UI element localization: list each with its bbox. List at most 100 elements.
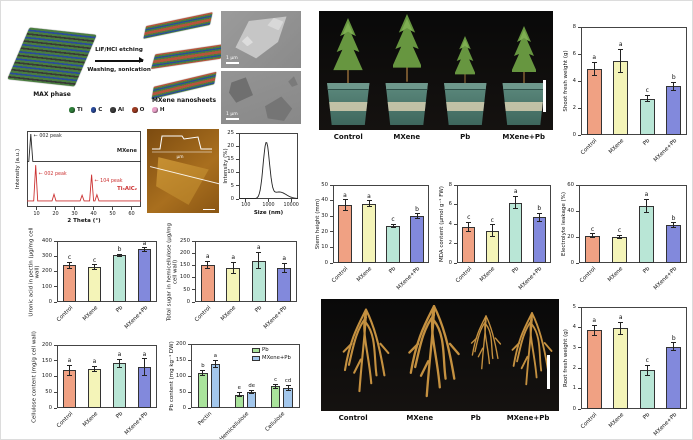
y-axis-label: Total sugar in hemicellulose (μg/mg cell… [165, 222, 178, 321]
error-cap [466, 221, 472, 223]
root-cluster-pb [470, 315, 502, 370]
y-tick [188, 375, 191, 377]
sig-letter: c [645, 357, 649, 365]
sig-letter: de [248, 382, 256, 389]
bar-mxene [87, 368, 102, 408]
y-tick-label: 200 [179, 250, 190, 256]
ti-atom-icon [69, 107, 75, 113]
sig-letter: a [592, 317, 597, 325]
series-label: MXene [116, 147, 137, 154]
atom-symbol: Al [117, 107, 125, 113]
error-cap [366, 206, 372, 208]
y-tick-label: 6 [448, 201, 452, 208]
electrolyte-leakage-chart: Electrolyte leakage (%) 0 20 40 60 c Control c M… [557, 175, 692, 293]
bar-mxene+pb [666, 225, 681, 263]
y-tick [578, 53, 581, 55]
y-tick-label: 100 [41, 283, 52, 290]
error-cap [591, 324, 597, 326]
y-tick [578, 80, 581, 82]
y-tick [188, 407, 191, 409]
x-tick [55, 207, 56, 210]
legend-swatch [252, 348, 260, 353]
y-tick [236, 172, 239, 174]
plant-photo-labels: Control MXene Pb MXene+Pb [319, 133, 553, 141]
error-cap [117, 256, 122, 258]
error-cap [466, 231, 472, 233]
root-fresh-weight-chart: Root fresh weight (g) 0 1 2 3 4 5 a Control a MXen… [559, 297, 692, 439]
y-tick [454, 243, 457, 244]
bar-pectin-pb [198, 372, 208, 408]
x-tick [74, 207, 75, 210]
error-cap [591, 75, 597, 77]
y-tick [54, 286, 57, 288]
y-tick-label: 8 [448, 181, 452, 188]
error-cap [92, 365, 97, 367]
y-tick-label: 300 [41, 253, 52, 260]
error-cap [617, 238, 622, 240]
y-tick [330, 184, 333, 186]
error-bar [416, 213, 418, 219]
afm-scalebar [203, 208, 215, 210]
legend-swatch [252, 356, 260, 361]
y-tick [576, 210, 579, 212]
mxene-synthesis-schematic: LiF/HCl etching Washing, sonication MAX … [7, 5, 226, 125]
y-tick [54, 301, 57, 303]
error-bar [94, 366, 95, 372]
sig-letter: c [645, 87, 649, 95]
y-tick [454, 204, 457, 205]
error-bar [646, 95, 648, 102]
y-tick-label: 60 [567, 181, 574, 188]
x-tick [268, 199, 269, 202]
bar-mxene [362, 203, 376, 263]
plant-label-mxene-pb: MXene+Pb [502, 133, 546, 141]
y-tick [578, 347, 581, 349]
error-bar [119, 254, 120, 257]
error-cap [67, 374, 72, 376]
y-tick [192, 252, 195, 254]
x-tick-label: 100 [241, 203, 251, 208]
bar-control [462, 226, 476, 263]
plant-photo-panel: Control MXene Pb MXene+Pb [319, 11, 553, 147]
error-bar [468, 222, 470, 232]
error-bar [144, 247, 145, 252]
error-cap [273, 387, 279, 389]
error-cap [342, 210, 348, 212]
bar-control [585, 235, 600, 263]
pb-content-chart: Pb content (mg kg⁻¹ DW) 0 50 100 150 200 b a Pec… [165, 335, 305, 439]
y-tick [54, 344, 57, 346]
y-tick [576, 262, 579, 264]
y-tick-label: 0 [186, 298, 190, 305]
y-tick-label: 0 [182, 404, 186, 411]
bar-control [586, 330, 602, 409]
afm-inset-xlabel: μm [176, 155, 184, 160]
error-cap [117, 366, 122, 368]
sig-letter: cd [284, 378, 292, 385]
y-tick [54, 391, 57, 393]
error-bar [69, 262, 70, 269]
y-tick [578, 26, 581, 28]
sig-letter: e [237, 385, 241, 392]
y-tick-label: 100 [179, 274, 190, 281]
o-atom-icon [132, 107, 138, 113]
error-cap [256, 268, 262, 270]
y-tick-label: 10 [227, 169, 234, 176]
plot-area [191, 344, 300, 408]
error-bar [673, 222, 674, 228]
bar-mxene [87, 266, 102, 302]
photo-scalebar [542, 80, 546, 112]
al-atom-icon [110, 107, 116, 113]
error-bar [69, 365, 70, 376]
bar-pb [639, 370, 655, 409]
y-tick-label: 50 [45, 389, 52, 396]
y-tick [236, 145, 239, 147]
sig-letter: b [671, 74, 676, 82]
bar-control [62, 370, 77, 408]
error-cap [236, 392, 242, 394]
x-tick-label: 20 [52, 211, 59, 217]
bar-mxene+pb [277, 267, 292, 302]
y-tick [576, 236, 579, 238]
h-atom-icon [152, 107, 158, 113]
y-tick-label: 4 [572, 324, 576, 331]
sig-letter: c [274, 376, 278, 383]
error-cap [671, 222, 676, 224]
